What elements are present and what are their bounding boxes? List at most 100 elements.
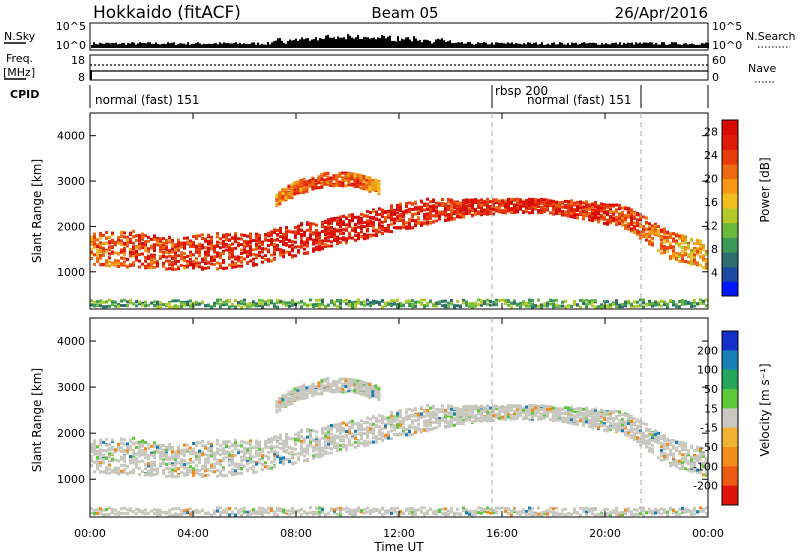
power-echo-cell (141, 262, 144, 266)
velocity-echo-cell (282, 443, 285, 447)
power-echo-cell (423, 221, 426, 225)
nsky-bar (177, 44, 179, 48)
power-echo-cell (368, 179, 372, 183)
power-echo-cell (432, 199, 435, 203)
power-echo-cell (456, 304, 459, 308)
power-echo-cell (267, 303, 270, 307)
velocity-echo-cell (354, 445, 357, 449)
velocity-echo-cell (327, 446, 330, 450)
power-echo-cell (93, 245, 96, 249)
power-echo-cell (231, 249, 234, 253)
power-echo-cell (159, 247, 162, 251)
power-echo-cell (684, 237, 687, 241)
velocity-echo-cell (165, 455, 168, 459)
velocity-echo-cell (162, 472, 165, 476)
velocity-echo-cell (249, 439, 252, 443)
velocity-echo-cell (234, 441, 237, 445)
power-echo-cell (615, 203, 618, 207)
power-echo-cell (693, 253, 696, 257)
power-echo-cell (180, 263, 183, 267)
power-echo-cell (555, 203, 558, 207)
power-echo-cell (165, 241, 168, 245)
velocity-echo-cell (111, 459, 114, 463)
velocity-echo-cell (129, 470, 132, 474)
nsky-bar (359, 38, 361, 48)
velocity-echo-cell (249, 447, 252, 451)
power-echo-cell (681, 240, 684, 244)
power-echo-cell (171, 305, 174, 309)
power-echo-cell (377, 186, 381, 190)
power-echo-cell (365, 187, 369, 191)
velocity-echo-cell (189, 450, 192, 454)
power-echo-cell (222, 235, 225, 239)
velocity-echo-cell (237, 448, 240, 452)
power-echo-cell (381, 224, 384, 228)
power-echo-cell (273, 304, 276, 308)
velocity-echo-cell (111, 445, 114, 449)
nsky-bar (261, 43, 263, 48)
power-echo-cell (240, 299, 243, 303)
power-echo-cell (126, 242, 129, 246)
power-echo-cell (240, 305, 243, 309)
nsky-bar (335, 39, 337, 48)
velocity-echo-cell (195, 443, 198, 447)
velocity-echo-cell (132, 454, 135, 458)
power-echo-cell (366, 214, 369, 218)
power-echo-cell (132, 234, 135, 238)
power-echo-cell (111, 231, 114, 235)
power-colorbar-swatch (722, 134, 738, 150)
power-echo-cell (426, 202, 429, 206)
power-echo-cell (186, 262, 189, 266)
power-echo-cell (153, 255, 156, 259)
velocity-echo-cell (93, 470, 96, 474)
power-echo-cell (165, 250, 168, 254)
power-echo-cell (285, 301, 288, 305)
velocity-echo-cell (171, 445, 174, 449)
power-echo-cell (405, 299, 408, 303)
power-echo-cell (453, 205, 456, 209)
power-echo-cell (663, 251, 666, 255)
power-echo-cell (543, 202, 546, 206)
power-echo-cell (510, 201, 513, 205)
nsky-bar (133, 42, 135, 48)
nsky-bar (203, 43, 205, 48)
power-echo-cell (615, 305, 618, 309)
power-echo-cell (219, 252, 222, 256)
power-echo-cell (630, 304, 633, 308)
power-echo-cell (591, 212, 594, 216)
power-echo-cell (492, 201, 495, 205)
velocity-echo-cell (255, 453, 258, 457)
velocity-echo-cell (285, 450, 288, 454)
velocity-echo-cell (294, 440, 297, 444)
velocity-echo-cell (204, 444, 207, 448)
power-echo-cell (177, 299, 180, 303)
velocity-echo-cell (126, 472, 129, 476)
power-echo-cell (219, 303, 222, 307)
velocity-echo-cell (360, 419, 363, 423)
power-echo-cell (441, 197, 444, 201)
power-echo-cell (288, 244, 291, 248)
velocity-echo-cell (255, 439, 258, 443)
power-echo-cell (381, 208, 384, 212)
velocity-echo-cell (222, 468, 225, 472)
power-echo-cell (447, 213, 450, 217)
nsky-bar (543, 44, 545, 48)
velocity-echo-cell (411, 425, 414, 429)
velocity-echo-cell (303, 450, 306, 454)
velocity-echo-cell (174, 463, 177, 467)
power-echo-cell (324, 237, 327, 241)
power-echo-cell (341, 179, 345, 183)
power-echo-cell (381, 227, 384, 231)
power-echo-cell (201, 260, 204, 264)
power-echo-cell (411, 302, 414, 306)
power-echo-cell (444, 305, 447, 309)
velocity-echo-cell (435, 411, 438, 415)
power-echo-cell (465, 303, 468, 307)
power-echo-cell (489, 205, 492, 209)
velocity-echo-cell (384, 424, 387, 428)
power-echo-cell (314, 179, 318, 183)
velocity-echo-cell (360, 442, 363, 446)
power-echo-cell (285, 232, 288, 236)
nsky-bar (253, 42, 255, 48)
nsky-bar (259, 44, 261, 48)
